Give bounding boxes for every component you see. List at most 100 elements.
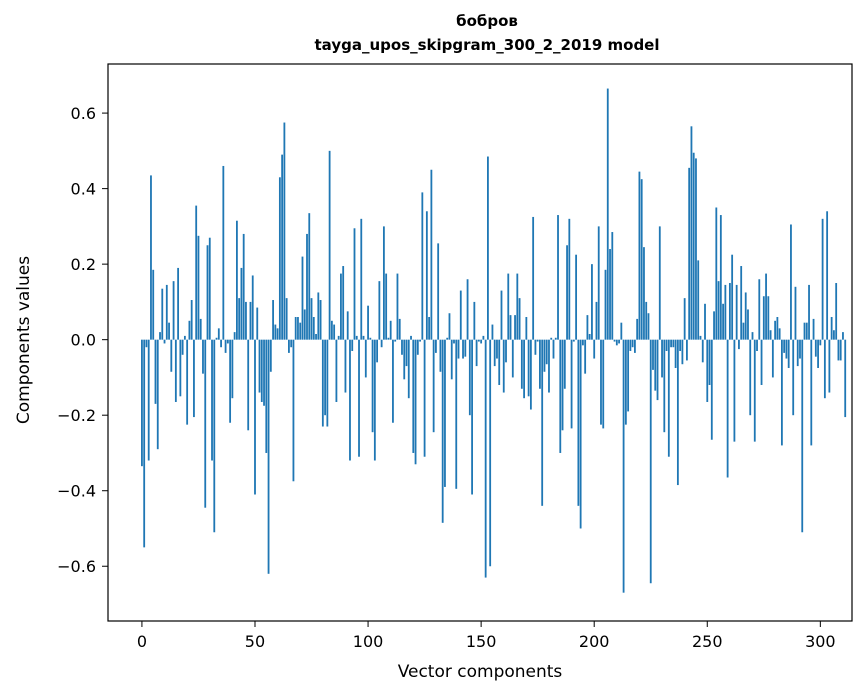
bar [717, 281, 720, 340]
bar [450, 339, 453, 380]
y-tick-label: 0.4 [71, 180, 96, 199]
x-axis-label: Vector components [398, 662, 563, 682]
bar [835, 283, 838, 340]
bar [842, 332, 844, 340]
bar [762, 296, 765, 340]
bar [740, 266, 743, 340]
bar [561, 339, 564, 431]
bar [310, 298, 313, 340]
bar [600, 339, 602, 425]
bar [382, 226, 385, 340]
bar [358, 339, 360, 457]
bar [722, 303, 725, 340]
bar [728, 283, 731, 340]
bar [419, 339, 421, 342]
bar [159, 332, 161, 340]
bar [640, 179, 643, 340]
bar [177, 267, 180, 340]
bar [435, 339, 437, 353]
bar [416, 339, 419, 355]
bar [670, 339, 672, 348]
bar [489, 339, 492, 567]
bar [572, 339, 575, 342]
bar [312, 317, 315, 340]
bar [396, 273, 399, 340]
bar [224, 339, 227, 353]
bar [425, 211, 428, 340]
bar [577, 339, 580, 506]
bar [554, 337, 557, 340]
bar [552, 339, 555, 359]
bar [265, 339, 268, 453]
bar [756, 339, 758, 351]
bar [355, 335, 358, 340]
bar [299, 322, 302, 340]
bar [477, 339, 480, 342]
bar [448, 313, 451, 340]
bar [457, 339, 460, 359]
bar [695, 158, 697, 340]
bar [398, 318, 401, 340]
bar [344, 339, 347, 393]
bar [199, 318, 202, 340]
bar [303, 309, 306, 340]
bar [204, 339, 207, 508]
bar [658, 226, 661, 340]
bar [263, 339, 265, 406]
bar [475, 339, 478, 367]
bar [629, 339, 632, 351]
bar [690, 126, 693, 340]
bar [294, 317, 297, 340]
bar [667, 339, 670, 457]
bar [500, 290, 503, 340]
bar [335, 339, 338, 402]
bar [251, 275, 254, 340]
x-axis-ticks: 0 50 100 150 200 250 300 [137, 621, 836, 651]
bar [618, 339, 620, 344]
bar [202, 339, 204, 374]
bar [423, 339, 426, 457]
bar [665, 339, 668, 351]
bar [156, 339, 159, 450]
x-tick-label: 250 [692, 632, 723, 651]
bar [186, 339, 189, 425]
bar [808, 284, 810, 340]
bar [378, 281, 381, 340]
bar [523, 339, 525, 399]
bar [394, 339, 397, 342]
bar [597, 226, 600, 340]
bar [256, 307, 259, 340]
bar [428, 317, 431, 340]
bar [385, 273, 388, 340]
bar [412, 339, 415, 453]
bar [444, 339, 446, 487]
bar [661, 339, 663, 378]
bar [430, 169, 433, 340]
bar [686, 339, 688, 361]
bar [557, 215, 559, 340]
bar [611, 232, 614, 340]
bar [288, 339, 290, 353]
bar [392, 339, 394, 423]
bar [364, 339, 367, 378]
bar [183, 335, 186, 340]
bar [231, 339, 234, 399]
bar [222, 165, 225, 340]
bar [819, 339, 822, 346]
bar [810, 339, 813, 446]
y-tick-label: −0.6 [57, 557, 96, 576]
bar [812, 318, 815, 340]
bar [446, 337, 449, 340]
bar [563, 339, 566, 389]
bar [683, 298, 686, 340]
bar [708, 339, 711, 385]
bar [464, 339, 467, 357]
bar [833, 330, 835, 340]
chart-title: бобров [456, 12, 518, 30]
bar [161, 288, 164, 340]
bar [643, 247, 645, 340]
bar [260, 339, 263, 402]
bar [197, 235, 200, 340]
bar [801, 339, 804, 533]
